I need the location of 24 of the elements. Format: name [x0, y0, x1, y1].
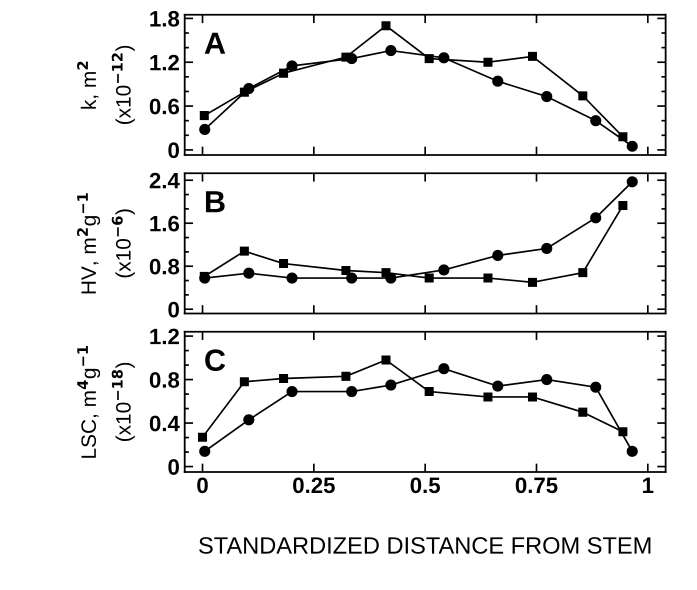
- x-tick-label: 0.5: [410, 477, 440, 494]
- text: LSC, m$^{4}$g$^{−1}$ (x10$^{−18}$): [77, 346, 135, 458]
- y-tick-label: 0: [168, 142, 179, 158]
- y-tick-label: 0: [168, 459, 179, 475]
- x-tick-label: 0: [197, 477, 208, 494]
- x-tick-label: 0.25: [293, 477, 335, 494]
- y-tick-label: 0.8: [150, 372, 180, 388]
- y-tick-label: 1.8: [150, 10, 180, 27]
- x-tick-label: 0.75: [516, 477, 558, 494]
- x-tick-label: 1: [643, 478, 654, 493]
- annotation: B: [206, 191, 225, 212]
- text: k, m$^{2}$ (x10$^{−12}$): [77, 46, 135, 124]
- y-tick-label: 1.6: [150, 216, 180, 232]
- annotation: C: [205, 349, 226, 372]
- y-tick-label: 0.6: [150, 98, 180, 114]
- text: HV, m$^{2}$g$^{−1}$ (x10$^{−6}$): [77, 193, 135, 294]
- annotation: A: [204, 32, 226, 54]
- y-tick-label: 1.2: [150, 328, 179, 344]
- y-tick-label: 2.4: [150, 172, 180, 188]
- y-tick-label: 0.4: [150, 416, 180, 432]
- y-tick-label: 0.8: [150, 258, 180, 274]
- x-axis-title: STANDARDIZED DISTANCE FROM STEM: [199, 537, 650, 554]
- y-tick-label: 0: [168, 302, 179, 318]
- y-tick-label: 1.2: [150, 54, 179, 70]
